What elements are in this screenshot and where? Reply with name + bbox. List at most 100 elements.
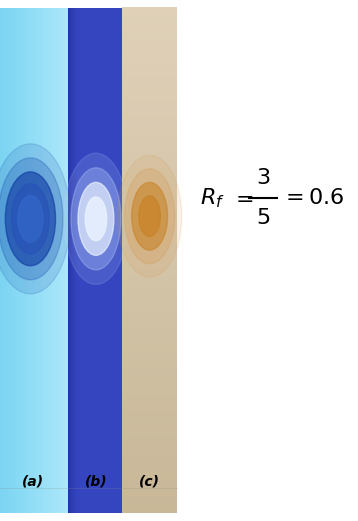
Bar	[122, 49, 177, 58]
Bar	[122, 260, 177, 269]
Bar	[24, 8, 26, 513]
Bar	[48, 8, 49, 513]
Bar	[122, 234, 177, 244]
Bar	[122, 167, 177, 176]
Bar	[122, 369, 177, 378]
Bar	[16, 8, 18, 513]
Bar	[63, 8, 64, 513]
Bar	[26, 8, 27, 513]
Bar	[122, 193, 177, 202]
Bar	[4, 8, 5, 513]
Bar	[10, 8, 12, 513]
Bar	[8, 8, 10, 513]
Bar	[122, 496, 177, 505]
Bar	[122, 387, 177, 395]
Bar	[70, 8, 71, 513]
Bar	[29, 8, 31, 513]
Bar	[11, 8, 13, 513]
Bar	[19, 8, 20, 513]
Bar	[44, 8, 46, 513]
Ellipse shape	[71, 168, 121, 270]
Bar	[122, 437, 177, 446]
Bar	[122, 454, 177, 463]
Bar	[73, 8, 74, 513]
Bar	[122, 412, 177, 420]
Text: $3$: $3$	[256, 167, 270, 189]
Bar	[61, 8, 62, 513]
Bar	[9, 8, 11, 513]
Bar	[56, 8, 57, 513]
Bar	[62, 8, 63, 513]
Bar	[49, 8, 50, 513]
Bar	[122, 66, 177, 75]
Bar	[122, 462, 177, 471]
Bar	[36, 8, 38, 513]
Bar	[122, 108, 177, 117]
Bar	[122, 268, 177, 277]
Bar	[122, 243, 177, 252]
Bar	[122, 311, 177, 319]
Bar	[75, 8, 76, 513]
Bar	[68, 8, 69, 513]
Bar	[18, 8, 19, 513]
Bar	[122, 319, 177, 328]
Bar	[42, 8, 43, 513]
Bar	[122, 209, 177, 218]
Bar	[33, 8, 34, 513]
Bar	[122, 7, 177, 16]
Bar	[122, 336, 177, 345]
Bar	[35, 8, 37, 513]
Bar	[122, 479, 177, 488]
Text: $= 0.6$: $= 0.6$	[281, 187, 344, 209]
Bar	[122, 294, 177, 303]
Bar	[65, 8, 67, 513]
Bar	[68, 8, 69, 513]
Bar	[122, 361, 177, 370]
Bar	[122, 302, 177, 311]
Bar	[27, 8, 28, 513]
Ellipse shape	[5, 172, 55, 266]
Bar	[38, 8, 40, 513]
Bar	[74, 8, 75, 513]
Bar	[122, 327, 177, 337]
Bar	[1, 8, 3, 513]
Ellipse shape	[125, 169, 175, 264]
Bar	[45, 8, 47, 513]
Bar	[21, 8, 23, 513]
Bar	[43, 8, 45, 513]
Bar	[50, 8, 52, 513]
Text: (b): (b)	[84, 475, 107, 489]
Bar	[122, 201, 177, 210]
Ellipse shape	[132, 182, 168, 250]
Bar	[13, 8, 14, 513]
Bar	[122, 41, 177, 50]
Bar	[122, 32, 177, 42]
Bar	[122, 395, 177, 404]
Bar	[122, 58, 177, 67]
Bar	[6, 8, 7, 513]
Bar	[122, 277, 177, 286]
Bar	[122, 218, 177, 227]
Bar	[122, 159, 177, 168]
Text: $R_f$: $R_f$	[200, 186, 225, 210]
Bar	[122, 134, 177, 143]
Bar	[122, 420, 177, 429]
Bar	[122, 151, 177, 159]
Bar	[122, 470, 177, 479]
Bar	[23, 8, 25, 513]
Text: (a): (a)	[22, 475, 44, 489]
Bar	[122, 16, 177, 24]
Bar	[122, 488, 177, 497]
Bar	[122, 125, 177, 134]
Bar	[55, 8, 56, 513]
Bar	[15, 8, 16, 513]
Bar	[32, 8, 33, 513]
Bar	[122, 428, 177, 438]
Bar	[41, 8, 42, 513]
Bar	[51, 8, 53, 513]
Bar	[122, 353, 177, 362]
Bar	[122, 445, 177, 454]
Ellipse shape	[64, 153, 128, 284]
Ellipse shape	[78, 182, 114, 255]
Bar	[122, 286, 177, 294]
